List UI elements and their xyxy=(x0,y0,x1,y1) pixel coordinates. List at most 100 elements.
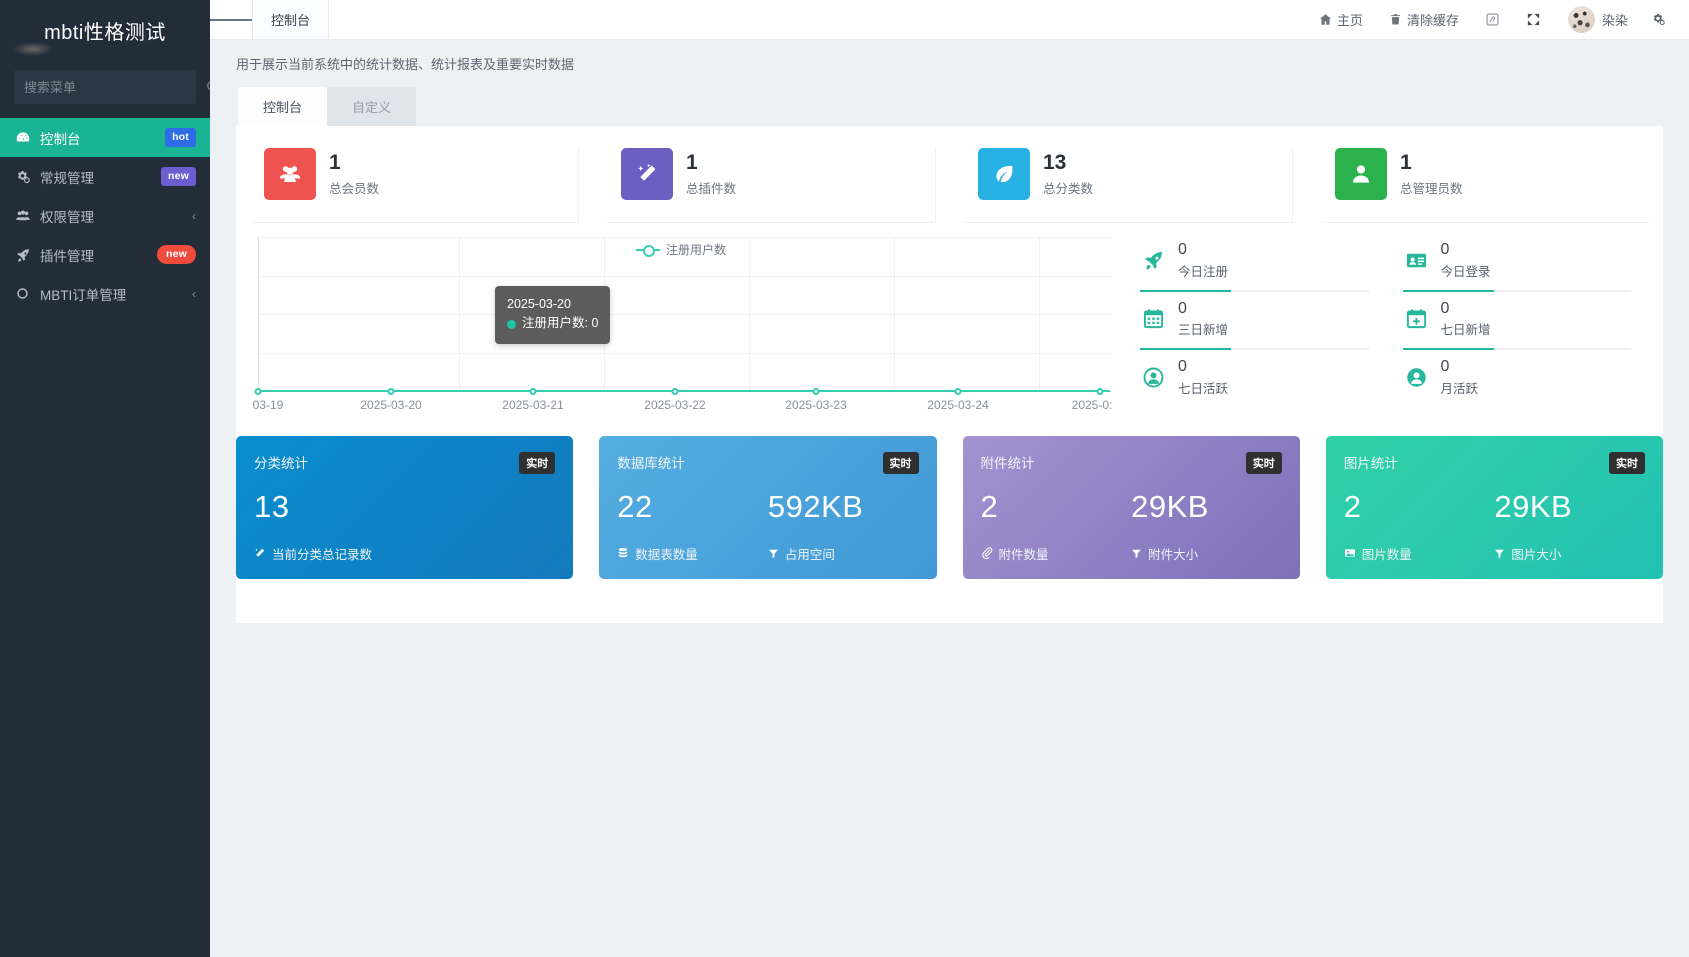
stat-value: 0 xyxy=(1440,299,1450,317)
stat-top: 0 今日登录 xyxy=(1403,241,1632,280)
card-image-stats[interactable]: 图片统计 实时 2 29KB 图片数量 xyxy=(1325,436,1663,579)
stat-top: 0 今日注册 xyxy=(1140,241,1369,280)
realtime-badge: 实时 xyxy=(519,452,556,474)
page-subtitle: 用于展示当前系统中的统计数据、统计报表及重要实时数据 xyxy=(236,57,575,72)
card-category-stats[interactable]: 分类统计 实时 13 当前分类总记录数 xyxy=(236,436,574,579)
registration-chart[interactable]: 注册用户数 03-19 2025-03-20 202 xyxy=(250,233,1112,418)
legend-label: 注册用户数 xyxy=(665,243,726,257)
kpi-text: 1 总会员数 xyxy=(329,151,379,196)
logo-text: mbti性格测试 xyxy=(44,21,166,44)
stat-text: 0 七日活跃 xyxy=(1178,358,1228,397)
chart-point[interactable] xyxy=(671,388,679,395)
sidebar-item-plugin-management[interactable]: 插件管理 new xyxy=(0,235,210,274)
stat-text: 0 三日新增 xyxy=(1178,300,1228,339)
calendar-icon xyxy=(1140,305,1167,332)
stat-progress-bar xyxy=(1402,348,1631,351)
sidebar-badge-new: new xyxy=(156,245,196,264)
stat-text: 0 月活跃 xyxy=(1441,358,1479,397)
sidebar-item-general-management[interactable]: 常规管理 new xyxy=(0,157,210,196)
sidebar-item-dashboard[interactable]: 控制台 hot xyxy=(0,118,210,157)
kpi-total-categories: 13 总分类数 xyxy=(964,148,1293,223)
tooltip-value: 注册用户数: 0 xyxy=(522,316,599,331)
user-circle-icon xyxy=(1140,364,1167,391)
search-input[interactable] xyxy=(24,79,200,95)
cogs-icon xyxy=(14,168,31,185)
card-primary-label: 图片数量 xyxy=(1361,547,1412,562)
kpi-label: 总分类数 xyxy=(1043,181,1094,196)
stat-progress-bar xyxy=(1402,289,1631,292)
search-box[interactable] xyxy=(14,70,210,104)
chart-point[interactable] xyxy=(254,388,262,395)
summary-cards-row: 分类统计 实时 13 当前分类总记录数 xyxy=(236,418,1663,605)
tab-dashboard[interactable]: 控制台 xyxy=(238,87,328,126)
topbar-tab-dashboard[interactable]: 控制台 xyxy=(252,0,330,39)
kpi-value: 1 xyxy=(1400,151,1412,175)
sidebar-badge-hot: hot xyxy=(165,128,196,147)
card-database-stats[interactable]: 数据库统计 实时 22 592KB 数据表数 xyxy=(599,436,937,579)
kpi-label: 总插件数 xyxy=(686,181,737,196)
filter-icon xyxy=(768,548,779,559)
topbar-actions: 主页 清除缓存 xyxy=(1306,0,1689,39)
card-attachment-stats[interactable]: 附件统计 实时 2 29KB 附件数量 xyxy=(962,436,1300,579)
card-primary-value: 22 xyxy=(617,489,653,525)
card-primary-footer: 数据表数量 xyxy=(617,544,768,563)
chevron-left-icon: ‹ xyxy=(192,286,196,301)
hamburger-icon[interactable] xyxy=(210,0,252,39)
sidebar-item-permission-management[interactable]: 权限管理 ‹ xyxy=(0,196,210,235)
topbar: 控制台 主页 清除缓存 xyxy=(210,0,1689,40)
realtime-badge: 实时 xyxy=(1245,452,1282,474)
page-tabs: 控制台 自定义 xyxy=(210,73,1689,126)
magic-wand-icon xyxy=(621,148,673,200)
gear-icon xyxy=(1651,12,1666,27)
chart-legend[interactable]: 注册用户数 xyxy=(250,241,1112,258)
chart-point[interactable] xyxy=(529,388,537,395)
stat-label: 七日新增 xyxy=(1440,323,1491,338)
sidebar-item-label: 控制台 xyxy=(40,131,81,147)
dashboard-panel: 1 总会员数 1 总插件数 xyxy=(236,126,1663,623)
stat-label: 今日注册 xyxy=(1178,264,1229,279)
card-footer: 图片数量 图片大小 xyxy=(1344,544,1645,563)
card-footer: 数据表数量 占用空间 xyxy=(617,544,918,563)
chart-point[interactable] xyxy=(387,388,395,395)
stat-text: 0 今日登录 xyxy=(1441,241,1491,280)
dashboard-icon xyxy=(14,129,31,146)
search-icon[interactable] xyxy=(206,80,210,94)
tab-custom[interactable]: 自定义 xyxy=(327,87,417,126)
fullscreen-button[interactable] xyxy=(1513,0,1554,40)
stat-value: 0 xyxy=(1178,358,1187,376)
card-secondary-footer xyxy=(405,544,556,563)
side-stats: 0 今日注册 xyxy=(1112,233,1649,418)
stat-label: 三日新增 xyxy=(1178,323,1229,338)
card-primary-footer: 当前分类总记录数 xyxy=(254,544,405,563)
sidebar-logo[interactable]: mbti性格测试 xyxy=(0,0,210,60)
stat-progress-bar xyxy=(1140,289,1369,292)
theme-switch-button[interactable] xyxy=(1472,0,1513,40)
card-secondary-label: 附件大小 xyxy=(1148,547,1199,562)
user-menu[interactable]: 染染 xyxy=(1554,6,1638,33)
chart-point[interactable] xyxy=(1096,388,1104,395)
card-primary-label: 当前分类总记录数 xyxy=(272,547,373,562)
chart-series-line xyxy=(258,390,1110,392)
users-group-icon xyxy=(264,148,316,200)
kpi-total-plugins: 1 总插件数 xyxy=(607,148,936,223)
chart-point[interactable] xyxy=(954,388,962,395)
settings-button[interactable] xyxy=(1638,0,1679,40)
calendar-plus-icon xyxy=(1403,305,1430,332)
image-icon xyxy=(1344,547,1356,559)
card-title: 数据库统计 xyxy=(617,456,685,471)
chart-point[interactable] xyxy=(812,388,820,395)
stat-value: 0 xyxy=(1178,299,1187,317)
avatar xyxy=(1567,6,1595,33)
card-secondary-value: 592KB xyxy=(767,489,864,525)
legend-marker-icon xyxy=(635,244,660,257)
chevron-left-icon: ‹ xyxy=(192,208,196,223)
tooltip-value-row: 注册用户数: 0 xyxy=(507,314,598,333)
filter-icon xyxy=(1494,548,1505,559)
page-content: 1 总会员数 1 总插件数 xyxy=(210,126,1689,957)
home-button[interactable]: 主页 xyxy=(1306,0,1376,40)
sidebar-item-mbti-order-management[interactable]: MBTI订单管理 ‹ xyxy=(0,274,210,313)
card-header: 附件统计 实时 xyxy=(981,452,1282,474)
clear-cache-button[interactable]: 清除缓存 xyxy=(1376,0,1472,40)
chart-and-stats-row: 注册用户数 03-19 2025-03-20 202 xyxy=(236,223,1663,418)
kpi-text: 1 总插件数 xyxy=(686,151,736,196)
